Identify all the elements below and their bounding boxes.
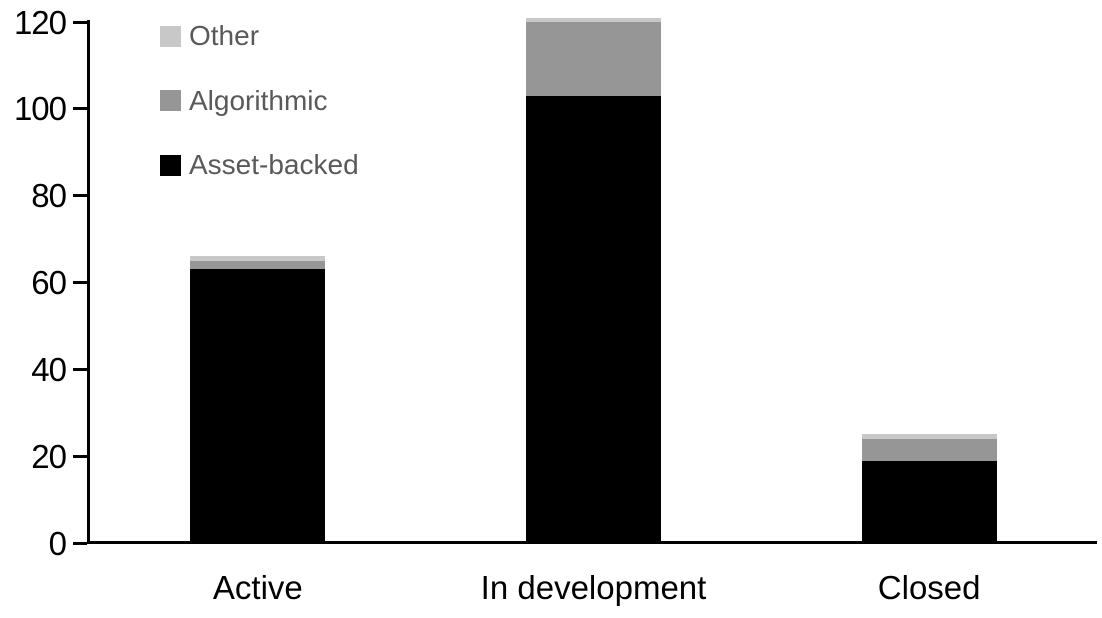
y-tick-label-20: 20 (31, 437, 67, 475)
legend-item-asset-backed: Asset-backed (160, 144, 359, 186)
y-tick-mark-40 (73, 367, 87, 371)
legend-label-asset-backed: Asset-backed (189, 149, 359, 180)
bar-segment-closed-algorithmic (861, 438, 997, 461)
bar-segment-active-asset-backed (190, 269, 326, 543)
y-tick-mark-20 (73, 454, 87, 458)
y-tick-mark-0 (73, 541, 87, 545)
bar-segment-in-development-algorithmic (526, 22, 661, 96)
bar-segment-in-development-asset-backed (526, 95, 661, 543)
legend-item-other: Other (160, 15, 259, 57)
y-tick-mark-80 (73, 194, 87, 198)
y-tick-label-0: 0 (48, 524, 67, 562)
y-tick-label-40: 40 (31, 350, 67, 388)
y-tick-label-80: 80 (31, 177, 67, 215)
x-category-label-closed: Closed (877, 569, 981, 606)
y-tick-mark-120 (73, 20, 87, 24)
bar-segment-active-algorithmic (190, 260, 326, 270)
legend-label-other: Other (189, 20, 260, 51)
bar-segment-closed-asset-backed (861, 460, 997, 543)
y-axis-line (87, 20, 90, 544)
legend-swatch-algorithmic (160, 90, 181, 111)
legend-item-algorithmic: Algorithmic (160, 80, 327, 122)
legend-label-algorithmic: Algorithmic (189, 84, 328, 116)
y-tick-label-120: 120 (13, 3, 67, 41)
bar-segment-closed-other (861, 434, 997, 439)
x-category-label-in-development: In development (480, 569, 707, 606)
y-tick-mark-60 (73, 281, 87, 284)
legend-swatch-asset-backed (160, 154, 181, 176)
y-tick-mark-100 (73, 107, 87, 111)
y-tick-label-60: 60 (31, 264, 67, 301)
bar-segment-active-other (190, 256, 326, 261)
bar-segment-in-development-other (526, 17, 661, 22)
y-tick-label-100: 100 (13, 90, 67, 128)
legend-swatch-other (160, 25, 181, 47)
x-category-label-active: Active (212, 569, 303, 606)
